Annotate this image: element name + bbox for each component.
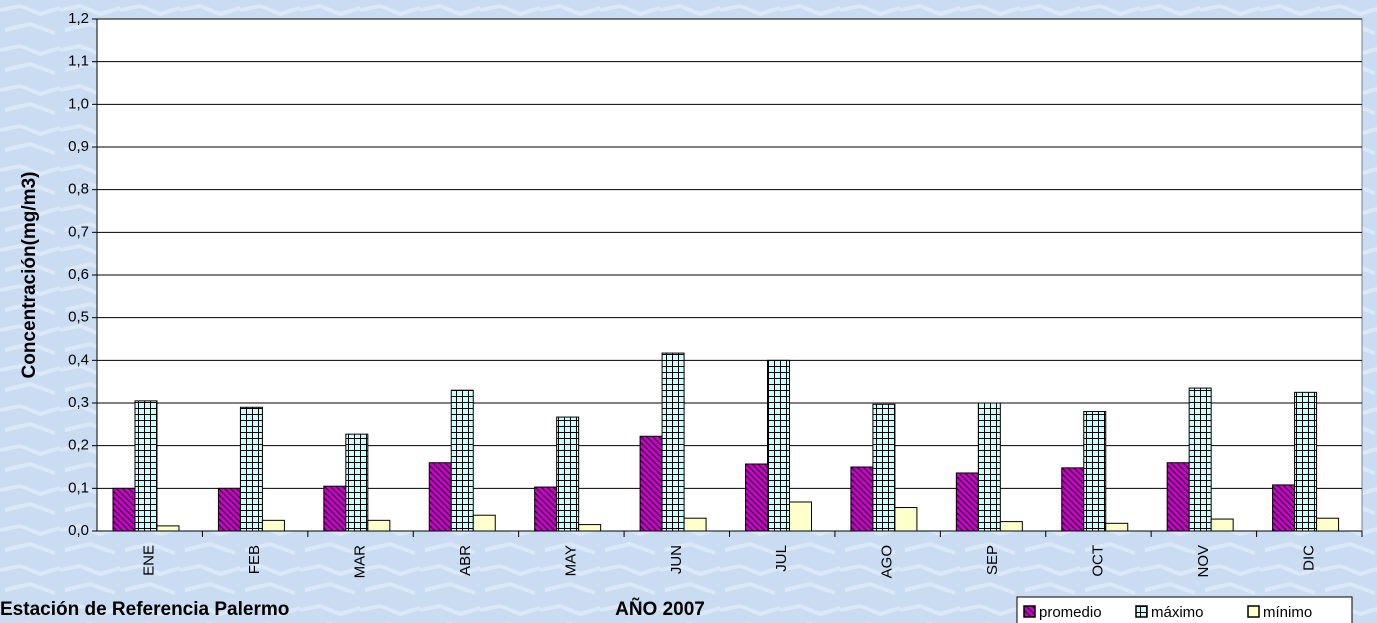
y-tick-label: 0,9 bbox=[68, 138, 89, 155]
bar bbox=[239, 406, 263, 532]
y-tick-label: 0,8 bbox=[68, 181, 89, 198]
legend-swatch bbox=[1135, 605, 1148, 618]
bar bbox=[472, 514, 496, 532]
bar bbox=[345, 433, 369, 532]
bar bbox=[767, 359, 790, 532]
x-tick-label: JUN bbox=[668, 545, 685, 574]
bar bbox=[217, 487, 241, 532]
y-tick-label: 1,0 bbox=[68, 95, 89, 112]
y-tick-label: 0,1 bbox=[68, 479, 89, 496]
y-tick-label: 0,2 bbox=[68, 437, 89, 454]
x-axis-label: AÑO 2007 bbox=[615, 598, 705, 620]
x-tick-label: AGO bbox=[879, 545, 896, 578]
x-tick-label: OCT bbox=[1089, 545, 1106, 577]
bar bbox=[450, 389, 474, 532]
x-tick-label: JUL bbox=[773, 545, 790, 572]
bar bbox=[683, 517, 707, 532]
legend-swatch bbox=[1247, 605, 1260, 618]
bar bbox=[850, 466, 874, 532]
bar bbox=[534, 486, 558, 532]
x-tick-label: NOV bbox=[1195, 545, 1212, 578]
bar bbox=[894, 507, 918, 532]
legend-label: promedio bbox=[1039, 604, 1102, 621]
legend-label: mínimo bbox=[1263, 604, 1312, 621]
bar bbox=[1083, 411, 1107, 532]
bar bbox=[789, 501, 812, 532]
bar bbox=[1272, 484, 1296, 532]
legend bbox=[1016, 596, 1353, 623]
bar bbox=[428, 462, 452, 532]
y-tick-label: 0,6 bbox=[68, 266, 89, 283]
bar bbox=[661, 352, 685, 532]
x-tick-label: MAY bbox=[562, 545, 579, 576]
y-tick-label: 0,0 bbox=[68, 522, 89, 539]
bar bbox=[323, 485, 347, 532]
legend-swatch bbox=[1023, 605, 1036, 618]
bar bbox=[112, 487, 136, 532]
bar bbox=[367, 519, 391, 532]
bar bbox=[1294, 391, 1318, 532]
bar bbox=[745, 463, 768, 532]
x-tick-label: DIC bbox=[1300, 545, 1317, 571]
x-tick-label: MAR bbox=[352, 545, 369, 579]
bar bbox=[977, 402, 1001, 532]
footnote: Estación de Referencia Palermo bbox=[0, 599, 289, 620]
bar bbox=[1105, 522, 1129, 532]
bar bbox=[1061, 467, 1085, 532]
bar bbox=[639, 435, 663, 532]
bar bbox=[1188, 387, 1212, 532]
bar bbox=[578, 524, 602, 532]
legend-label: máximo bbox=[1151, 604, 1204, 621]
y-axis-label: Concentración(mg/m3) bbox=[19, 172, 40, 379]
bar bbox=[999, 521, 1023, 532]
y-tick-label: 1,1 bbox=[68, 53, 89, 70]
x-tick-label: SEP bbox=[984, 545, 1001, 575]
x-tick-label: ABR bbox=[457, 545, 474, 576]
bar bbox=[1210, 518, 1234, 532]
y-tick-label: 0,4 bbox=[68, 351, 89, 368]
y-tick-label: 0,5 bbox=[68, 309, 89, 326]
x-tick-label: ENE bbox=[141, 545, 158, 576]
bar bbox=[1166, 462, 1190, 532]
y-tick-label: 1,2 bbox=[68, 10, 89, 27]
bar bbox=[872, 403, 896, 532]
y-tick-label: 0,3 bbox=[68, 394, 89, 411]
bar bbox=[556, 416, 580, 532]
y-tick-label: 0,7 bbox=[68, 223, 89, 240]
bar bbox=[1316, 517, 1340, 532]
x-tick-label: FEB bbox=[246, 545, 263, 574]
bar bbox=[955, 472, 979, 532]
bar bbox=[261, 519, 285, 532]
bar bbox=[134, 400, 158, 532]
bar bbox=[156, 525, 180, 532]
